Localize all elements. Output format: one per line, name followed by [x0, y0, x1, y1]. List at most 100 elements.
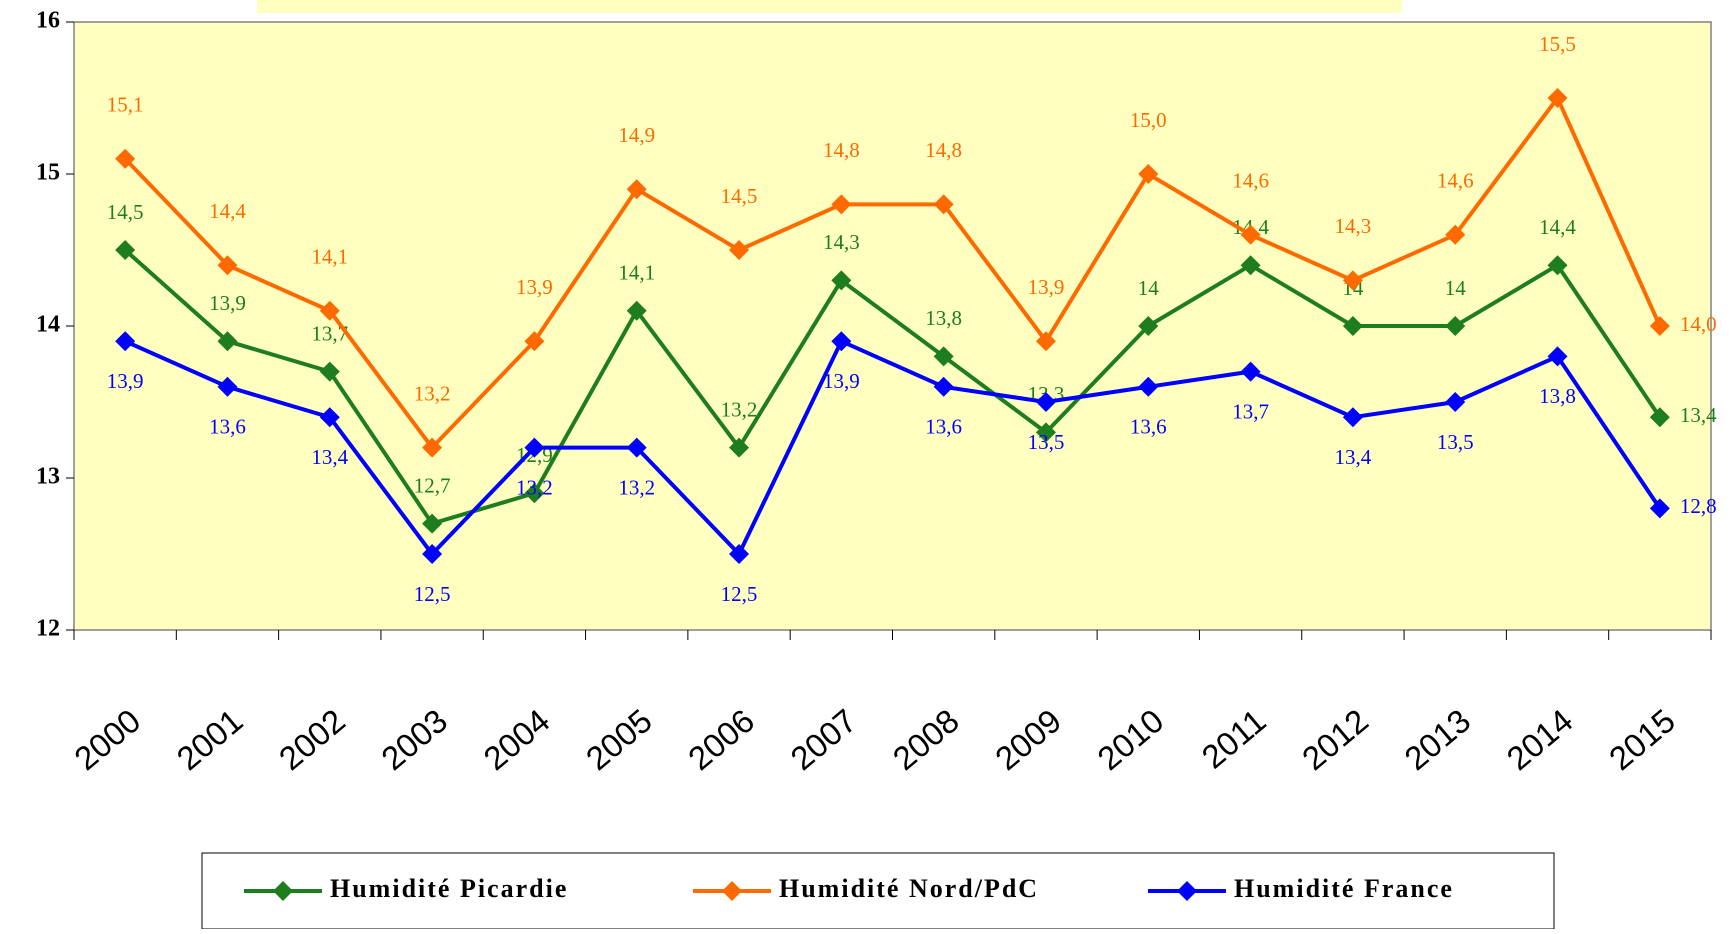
data-label: 13,9 — [823, 369, 860, 393]
marker — [1649, 498, 1670, 519]
marker — [319, 300, 340, 321]
x-tick-label: 2002 — [272, 702, 352, 778]
x-tick-label: 2008 — [886, 702, 966, 778]
data-label: 12,5 — [414, 582, 451, 606]
data-label: 13,4 — [1335, 445, 1372, 469]
legend-marker — [722, 881, 742, 901]
data-label: 14,9 — [618, 123, 655, 147]
x-tick-label: 2012 — [1295, 702, 1375, 778]
series-line — [123, 248, 1662, 526]
marker — [831, 194, 852, 215]
data-label: 14,6 — [1437, 169, 1474, 193]
marker — [524, 331, 545, 352]
data-label: 13,6 — [209, 415, 246, 439]
marker — [524, 483, 545, 504]
data-label: 13,2 — [721, 397, 758, 421]
data-label: 14,8 — [823, 138, 860, 162]
marker — [626, 300, 647, 321]
data-label: 13,9 — [516, 275, 553, 299]
marker — [1240, 361, 1261, 382]
marker — [626, 437, 647, 458]
marker — [1035, 422, 1056, 443]
marker — [115, 331, 136, 352]
data-label: 13,5 — [1028, 430, 1065, 454]
series-line — [123, 94, 1662, 451]
marker — [933, 376, 954, 397]
data-label: 13,4 — [311, 445, 348, 469]
data-label: 13,6 — [1130, 415, 1167, 439]
data-label: 14,0 — [1680, 312, 1717, 336]
marker — [217, 331, 238, 352]
marker — [1342, 270, 1363, 291]
marker — [319, 407, 340, 428]
data-label: 14,5 — [107, 200, 144, 224]
marker — [1035, 392, 1056, 412]
marker — [1240, 255, 1261, 276]
title-box — [257, 0, 1402, 13]
x-tick-label: 2015 — [1602, 702, 1682, 778]
data-label: 15,1 — [107, 93, 144, 117]
data-label: 14,1 — [618, 261, 655, 285]
marker — [1445, 316, 1466, 336]
data-label: 14,6 — [1232, 169, 1269, 193]
data-label: 12,5 — [721, 582, 758, 606]
marker — [422, 513, 443, 534]
x-tick-label: 2014 — [1500, 702, 1580, 778]
data-label: 13,2 — [516, 475, 553, 499]
marker — [1138, 376, 1159, 397]
data-label: 14,4 — [1539, 215, 1576, 239]
marker — [115, 240, 136, 260]
marker — [422, 437, 443, 458]
marker — [831, 331, 852, 352]
marker — [831, 270, 852, 291]
data-label: 13,9 — [1028, 275, 1065, 299]
marker — [1342, 316, 1363, 336]
data-label: 13,7 — [1232, 399, 1269, 423]
marker — [1445, 224, 1466, 245]
x-tick-label: 2003 — [374, 702, 454, 778]
data-label: 14 — [1445, 276, 1467, 300]
x-tick-label: 2011 — [1195, 702, 1273, 776]
data-label: 13,6 — [925, 415, 962, 439]
x-tick-label: 2006 — [681, 702, 761, 778]
data-label: 14,1 — [311, 245, 348, 269]
data-label: 13,9 — [107, 369, 144, 393]
x-tick-label: 2001 — [170, 702, 250, 778]
data-label: 15,5 — [1539, 32, 1576, 56]
data-label: 14,4 — [209, 199, 246, 223]
marker — [524, 437, 545, 458]
data-label: 14 — [1138, 276, 1160, 300]
x-tick-label: 2013 — [1397, 702, 1477, 778]
data-label: 13,9 — [209, 291, 246, 315]
marker — [1138, 164, 1159, 184]
legend — [201, 852, 1555, 930]
x-tick-label: 2004 — [476, 702, 556, 778]
marker — [217, 376, 238, 397]
marker — [1547, 88, 1568, 108]
legend-marker — [1177, 881, 1197, 901]
marker — [1445, 392, 1466, 412]
marker — [1547, 346, 1568, 367]
data-label: 14,8 — [925, 138, 962, 162]
marker — [729, 437, 750, 458]
marker — [933, 194, 954, 215]
x-tick-label: 2007 — [783, 702, 863, 778]
marker — [1035, 331, 1056, 352]
data-label: 14,3 — [823, 230, 860, 254]
marker — [626, 179, 647, 200]
y-tick-label: 16 — [36, 8, 60, 34]
marker — [1547, 255, 1568, 276]
x-tick-label: 2009 — [988, 702, 1068, 778]
marker — [115, 148, 136, 169]
data-label: 14,5 — [721, 184, 758, 208]
data-label: 12,7 — [414, 473, 451, 497]
marker — [319, 361, 340, 382]
y-tick-label: 15 — [36, 160, 60, 186]
marker — [422, 544, 443, 564]
x-tick-label: 2010 — [1090, 702, 1170, 778]
marker — [1342, 407, 1363, 428]
marker — [217, 255, 238, 276]
marker — [1240, 224, 1261, 245]
legend-label: Humidité Picardie — [330, 874, 568, 903]
